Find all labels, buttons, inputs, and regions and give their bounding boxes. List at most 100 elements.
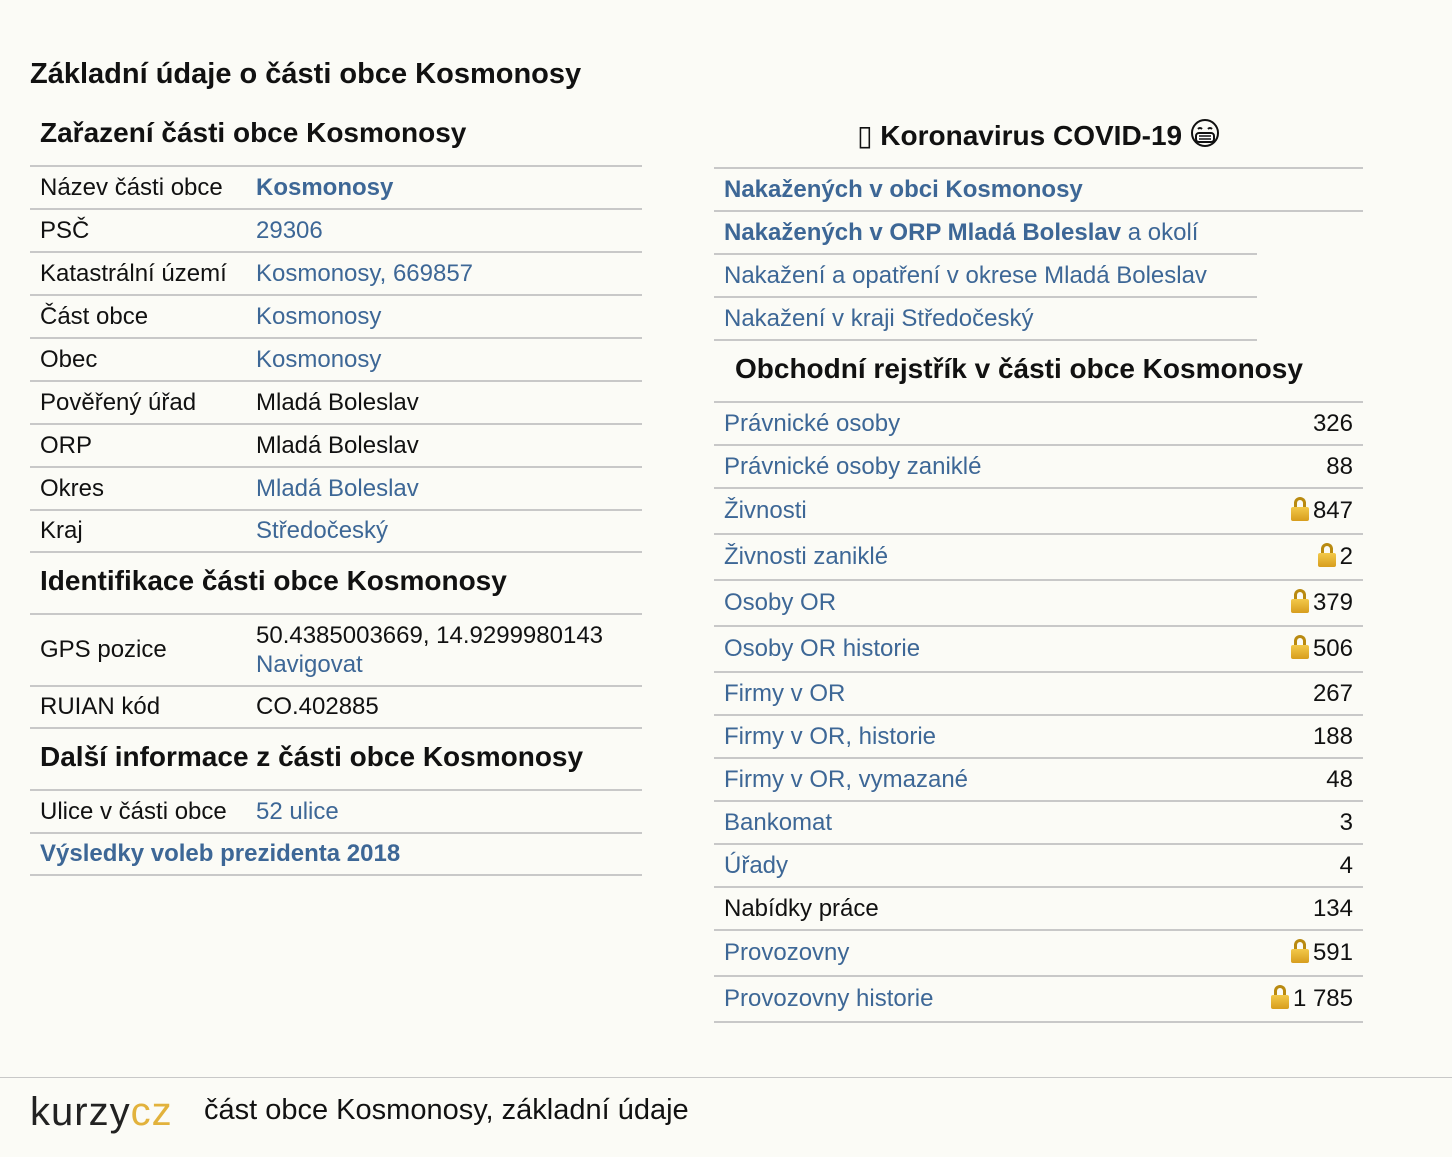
rejstrik-link[interactable]: Osoby OR historie <box>724 635 921 662</box>
zarazeni-label: Katastrální území <box>40 259 227 287</box>
zarazeni-label: Část obce <box>40 302 149 330</box>
zarazeni-value-link[interactable]: Kosmonosy <box>256 302 382 330</box>
lock-icon <box>1290 589 1309 613</box>
zarazeni-label: Okres <box>40 474 105 502</box>
covid-heading: ▯ Koronavirus COVID-19 <box>714 108 1363 169</box>
lock-icon <box>1290 939 1309 963</box>
rejstrik-count-cell: 847 <box>1290 497 1353 525</box>
rejstrik-table: Právnické osoby 326 Právnické osoby zanikl… <box>714 403 1363 1023</box>
zarazeni-label: ORP <box>40 431 93 459</box>
rejstrik-link[interactable]: Provozovny <box>724 939 850 966</box>
covid-link[interactable]: Nakažení v kraji Středočeský <box>724 305 1033 333</box>
zarazeni-row: PSČ 29306 <box>30 210 642 253</box>
rejstrik-link[interactable]: Bankomat <box>724 808 833 836</box>
covid-link-text: Nakažení a opatření v okrese Mladá Boles… <box>724 261 1207 289</box>
covid-link[interactable]: Nakažených v ORP Mladá Boleslav a okolí <box>724 219 1198 247</box>
rejstrik-link[interactable]: Právnické osoby <box>724 409 901 437</box>
rejstrik-count: 88 <box>1326 452 1353 480</box>
rejstrik-link[interactable]: Právnické osoby zaniklé <box>724 452 982 480</box>
rejstrik-count-cell: 48 <box>1326 766 1353 794</box>
rejstrik-link[interactable]: Firmy v OR <box>724 679 846 707</box>
volby-row: Výsledky voleb prezidenta 2018 <box>30 834 642 876</box>
rejstrik-count-cell: 591 <box>1290 939 1353 967</box>
zarazeni-value-link[interactable]: Kosmonosy <box>256 345 382 373</box>
covid-link[interactable]: Nakažení a opatření v okrese Mladá Boles… <box>724 262 1207 290</box>
zarazeni-value-link[interactable]: Mladá Boleslav <box>256 474 419 502</box>
zarazeni-row: ORP Mladá Boleslav <box>30 425 642 468</box>
covid-link[interactable]: Nakažených v obci Kosmonosy <box>724 176 1083 204</box>
rejstrik-row: Osoby OR historie 506 <box>714 627 1363 673</box>
ulice-link[interactable]: 52 ulice <box>256 797 339 825</box>
covid-link-row: Nakažení a opatření v okrese Mladá Boles… <box>714 255 1257 298</box>
rejstrik-link[interactable]: Firmy v OR, vymazané <box>724 765 969 793</box>
rejstrik-link[interactable]: Živnosti <box>724 497 807 524</box>
rejstrik-count-cell: 326 <box>1313 410 1353 438</box>
rejstrik-count-cell: 88 <box>1326 453 1353 481</box>
lock-icon <box>1290 635 1309 659</box>
zarazeni-value-link[interactable]: Středočeský <box>256 517 389 544</box>
rejstrik-count: 591 <box>1312 939 1353 966</box>
face-mask-icon <box>1190 119 1219 147</box>
rejstrik-count-cell: 134 <box>1313 895 1353 923</box>
kurzy-logo[interactable]: kurzycz <box>30 1090 173 1135</box>
rejstrik-count: 48 <box>1326 765 1353 793</box>
zarazeni-value-link[interactable]: 29306 <box>256 216 323 244</box>
footer: kurzycz část obce Kosmonosy, základní úd… <box>0 1077 1452 1157</box>
logo-part2: cz <box>130 1090 173 1134</box>
rejstrik-link[interactable]: Provozovny historie <box>724 985 934 1012</box>
rejstrik-count-cell: 4 <box>1340 852 1353 880</box>
rejstrik-row: Živnosti 847 <box>714 489 1363 535</box>
lock-icon <box>1270 985 1289 1009</box>
zarazeni-label: Pověřený úřad <box>40 388 197 416</box>
covid-links: Nakažených v obci Kosmonosy Nakažených v … <box>714 169 1363 341</box>
ruian-label: RUIAN kód <box>40 693 161 720</box>
gps-row: GPS pozice 50.4385003669, 14.9299980143 … <box>30 615 642 687</box>
zarazeni-heading: Zařazení části obce Kosmonosy <box>30 108 642 167</box>
rejstrik-count-cell: 188 <box>1313 723 1353 751</box>
rejstrik-count: 506 <box>1312 635 1353 662</box>
logo-part1: kurzy <box>30 1090 131 1134</box>
zarazeni-value: Mladá Boleslav <box>256 431 419 459</box>
rejstrik-count-cell: 3 <box>1340 809 1353 837</box>
covid-link-row: Nakažení v kraji Středočeský <box>714 298 1257 341</box>
zarazeni-row: Kraj Středočeský <box>30 511 642 553</box>
rejstrik-count: 2 <box>1339 543 1353 570</box>
dalsi-heading: Další informace z části obce Kosmonosy <box>30 729 642 791</box>
gps-value: 50.4385003669, 14.9299980143 <box>256 622 604 649</box>
rejstrik-row: Úřady 4 <box>714 845 1363 888</box>
left-column: Zařazení části obce Kosmonosy Název část… <box>30 108 642 876</box>
zarazeni-value-link[interactable]: Kosmonosy <box>256 173 394 201</box>
rejstrik-link[interactable]: Živnosti zaniklé <box>724 543 889 570</box>
zarazeni-label: Název části obce <box>40 173 223 201</box>
navigate-link[interactable]: Navigovat <box>256 651 363 678</box>
covid-glyph: ▯ <box>857 120 873 151</box>
zarazeni-value: Mladá Boleslav <box>256 388 419 416</box>
zarazeni-label: Obec <box>40 345 98 373</box>
rejstrik-count-cell: 379 <box>1290 589 1353 617</box>
lock-icon <box>1317 543 1336 567</box>
zarazeni-row: Obec Kosmonosy <box>30 339 642 382</box>
zarazeni-row: Katastrální území Kosmonosy, 669857 <box>30 253 642 296</box>
rejstrik-link[interactable]: Osoby OR <box>724 589 837 616</box>
gps-label: GPS pozice <box>40 636 167 663</box>
footer-text: část obce Kosmonosy, základní údaje <box>204 1094 689 1126</box>
volby-link[interactable]: Výsledky voleb prezidenta 2018 <box>40 840 401 867</box>
rejstrik-row: Právnické osoby 326 <box>714 403 1363 446</box>
rejstrik-row: Nabídky práce 134 <box>714 888 1363 931</box>
zarazeni-label: Kraj <box>40 517 83 544</box>
rejstrik-row: Právnické osoby zaniklé 88 <box>714 446 1363 489</box>
rejstrik-count: 1 785 <box>1292 985 1353 1012</box>
rejstrik-count: 188 <box>1312 722 1353 750</box>
rejstrik-link[interactable]: Firmy v OR, historie <box>724 722 937 750</box>
covid-link-row: Nakažených v ORP Mladá Boleslav a okolí <box>714 212 1257 255</box>
rejstrik-count: 134 <box>1312 894 1353 922</box>
rejstrik-row: Bankomat 3 <box>714 802 1363 845</box>
zarazeni-value-link[interactable]: Kosmonosy, 669857 <box>256 259 474 287</box>
lock-icon <box>1290 497 1309 521</box>
zarazeni-table: Název části obce Kosmonosy PSČ 29306 Katastr… <box>30 167 642 553</box>
covid-link-bold: Nakažených v ORP Mladá Boleslav <box>724 218 1122 246</box>
rejstrik-count-cell: 267 <box>1313 680 1353 708</box>
rejstrik-count-cell: 1 785 <box>1270 985 1353 1013</box>
covid-title: Koronavirus COVID-19 <box>880 120 1183 151</box>
rejstrik-link[interactable]: Úřady <box>724 851 789 879</box>
